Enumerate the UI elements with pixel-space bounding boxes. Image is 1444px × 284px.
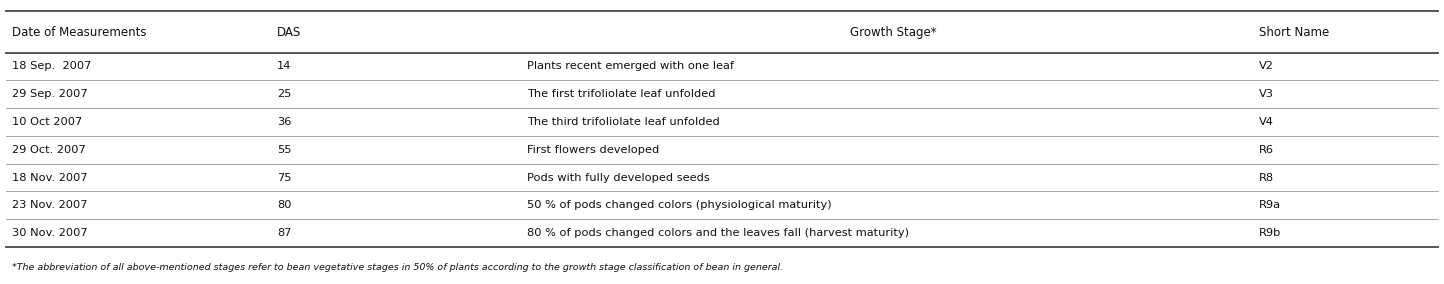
Text: 75: 75 <box>277 173 292 183</box>
Text: 29 Oct. 2007: 29 Oct. 2007 <box>12 145 85 155</box>
Text: 80: 80 <box>277 201 292 210</box>
Text: 18 Sep.  2007: 18 Sep. 2007 <box>12 61 91 72</box>
Text: 18 Nov. 2007: 18 Nov. 2007 <box>12 173 87 183</box>
Text: Growth Stage*: Growth Stage* <box>851 26 936 39</box>
Text: First flowers developed: First flowers developed <box>527 145 660 155</box>
Text: 10 Oct 2007: 10 Oct 2007 <box>12 117 82 127</box>
Text: Pods with fully developed seeds: Pods with fully developed seeds <box>527 173 710 183</box>
Text: Date of Measurements: Date of Measurements <box>12 26 146 39</box>
Text: *The abbreviation of all above-mentioned stages refer to bean vegetative stages : *The abbreviation of all above-mentioned… <box>12 263 783 272</box>
Text: Short Name: Short Name <box>1259 26 1330 39</box>
Text: R6: R6 <box>1259 145 1274 155</box>
Text: R8: R8 <box>1259 173 1274 183</box>
Text: DAS: DAS <box>277 26 302 39</box>
Text: Plants recent emerged with one leaf: Plants recent emerged with one leaf <box>527 61 734 72</box>
Text: 14: 14 <box>277 61 292 72</box>
Text: 30 Nov. 2007: 30 Nov. 2007 <box>12 228 87 238</box>
Text: R9b: R9b <box>1259 228 1281 238</box>
Text: The first trifoliolate leaf unfolded: The first trifoliolate leaf unfolded <box>527 89 716 99</box>
Text: V2: V2 <box>1259 61 1274 72</box>
Text: 80 % of pods changed colors and the leaves fall (harvest maturity): 80 % of pods changed colors and the leav… <box>527 228 910 238</box>
Text: 55: 55 <box>277 145 292 155</box>
Text: 29 Sep. 2007: 29 Sep. 2007 <box>12 89 87 99</box>
Text: 23 Nov. 2007: 23 Nov. 2007 <box>12 201 87 210</box>
Text: R9a: R9a <box>1259 201 1281 210</box>
Text: The third trifoliolate leaf unfolded: The third trifoliolate leaf unfolded <box>527 117 719 127</box>
Text: V3: V3 <box>1259 89 1274 99</box>
Text: 87: 87 <box>277 228 292 238</box>
Text: 25: 25 <box>277 89 292 99</box>
Text: 36: 36 <box>277 117 292 127</box>
Text: V4: V4 <box>1259 117 1274 127</box>
Text: 50 % of pods changed colors (physiological maturity): 50 % of pods changed colors (physiologic… <box>527 201 832 210</box>
